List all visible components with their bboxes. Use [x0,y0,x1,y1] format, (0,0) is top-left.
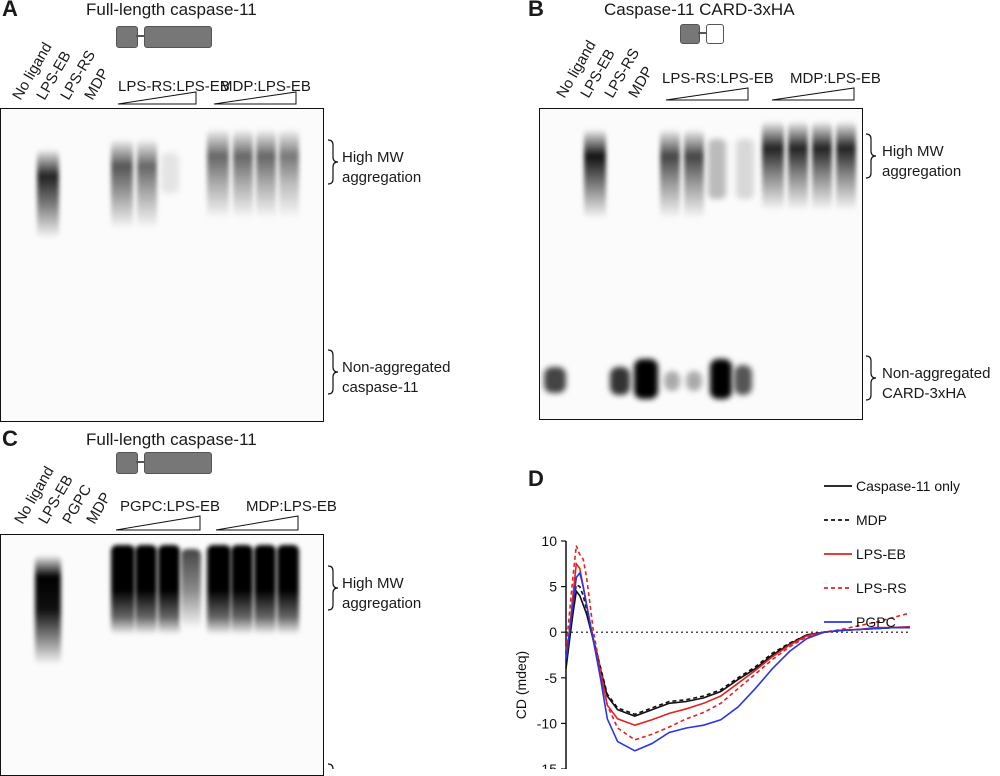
band [254,545,276,635]
panel-a-protein-schematic [116,26,216,48]
panel-c-title: Full-length caspase-11 [86,430,257,449]
band [37,149,59,239]
band [207,129,229,219]
series-line [565,583,910,716]
panel-a-gel [0,108,324,422]
legend-label: PGPC [856,614,896,630]
band [660,129,680,219]
band [610,367,630,395]
band [710,359,732,399]
y-tick-label: -15 [537,761,557,769]
panel-a-group-label: LPS-RS:LPS-EB [118,78,230,95]
band [277,545,299,635]
annotation-line: caspase-11 [342,379,419,396]
annotation-line: aggregation [342,595,422,612]
panel-a-annotation-low: Non-aggregated caspase-11 [342,358,450,398]
panel-b-group-label: LPS-RS:LPS-EB [662,70,774,87]
band [836,121,856,211]
panel-d-label: D [528,466,544,491]
panel-b-group-label: MDP:LPS-EB [790,70,881,87]
band [158,545,180,635]
panel-c-protein-schematic [116,452,216,474]
panel-b-protein-schematic [680,24,730,46]
y-tick-label: 5 [549,579,557,595]
panel-c-group-label: PGPC:LPS-EB [120,498,221,515]
panel-c-group-label: MDP:LPS-EB [246,498,337,515]
series-line [565,589,910,717]
panel-a-annotation-high: High MW aggregation [342,148,421,188]
y-tick-label: -5 [545,670,558,686]
band [812,121,832,211]
band [207,545,231,635]
y-tick-label: 0 [549,624,557,640]
y-tick-label: 10 [541,533,557,549]
band [256,129,276,219]
band [181,549,201,629]
band [734,365,752,395]
panel-b-label: B [528,0,544,21]
annotation-line: aggregation [882,163,962,180]
band [686,371,702,391]
panel-b-gel [539,108,863,420]
band [664,371,680,391]
band [584,129,606,219]
series-line [565,545,911,741]
panel-b-title: Caspase-11 CARD-3xHA [604,0,795,19]
panel-b-annotation-low: Non-aggregated CARD-3xHA [882,364,990,404]
y-axis-label: CD (mdeq) [513,651,529,719]
band [35,555,61,665]
band [111,545,135,635]
series-line [565,571,910,752]
band [684,129,704,219]
annotation-line: High MW [882,143,944,160]
band [233,129,253,219]
y-tick-label: -10 [537,715,557,731]
annotation-line: aggregation [342,169,422,186]
panel-c-label: C [2,426,18,451]
band [161,153,179,193]
panel-a-group-label: MDP:LPS-EB [220,78,311,95]
panel-c-annotation-high: High MW aggregation [342,574,421,614]
band [736,139,754,199]
panel-b-annotation-high: High MW aggregation [882,142,961,182]
legend-label: LPS-EB [856,546,906,562]
annotation-line: Non-aggregated [342,359,451,376]
band [788,121,808,211]
legend-label: LPS-RS [856,580,907,596]
annotation-line: High MW [342,575,404,592]
band [279,129,299,219]
panel-a-title: Full-length caspase-11 [86,0,257,19]
band [634,359,658,399]
annotation-line: CARD-3xHA [882,385,967,402]
panel-c-gel [0,534,324,776]
annotation-line: High MW [342,149,404,166]
band [137,139,157,229]
band [111,139,133,229]
band [762,121,784,211]
legend-label: MDP [856,512,887,528]
band [135,545,157,635]
band [708,139,726,199]
band [231,545,253,635]
panel-a-label: A [2,0,18,21]
legend-label: Caspase-11 only [856,478,960,494]
annotation-line: Non-aggregated [882,365,991,382]
band [544,367,566,393]
